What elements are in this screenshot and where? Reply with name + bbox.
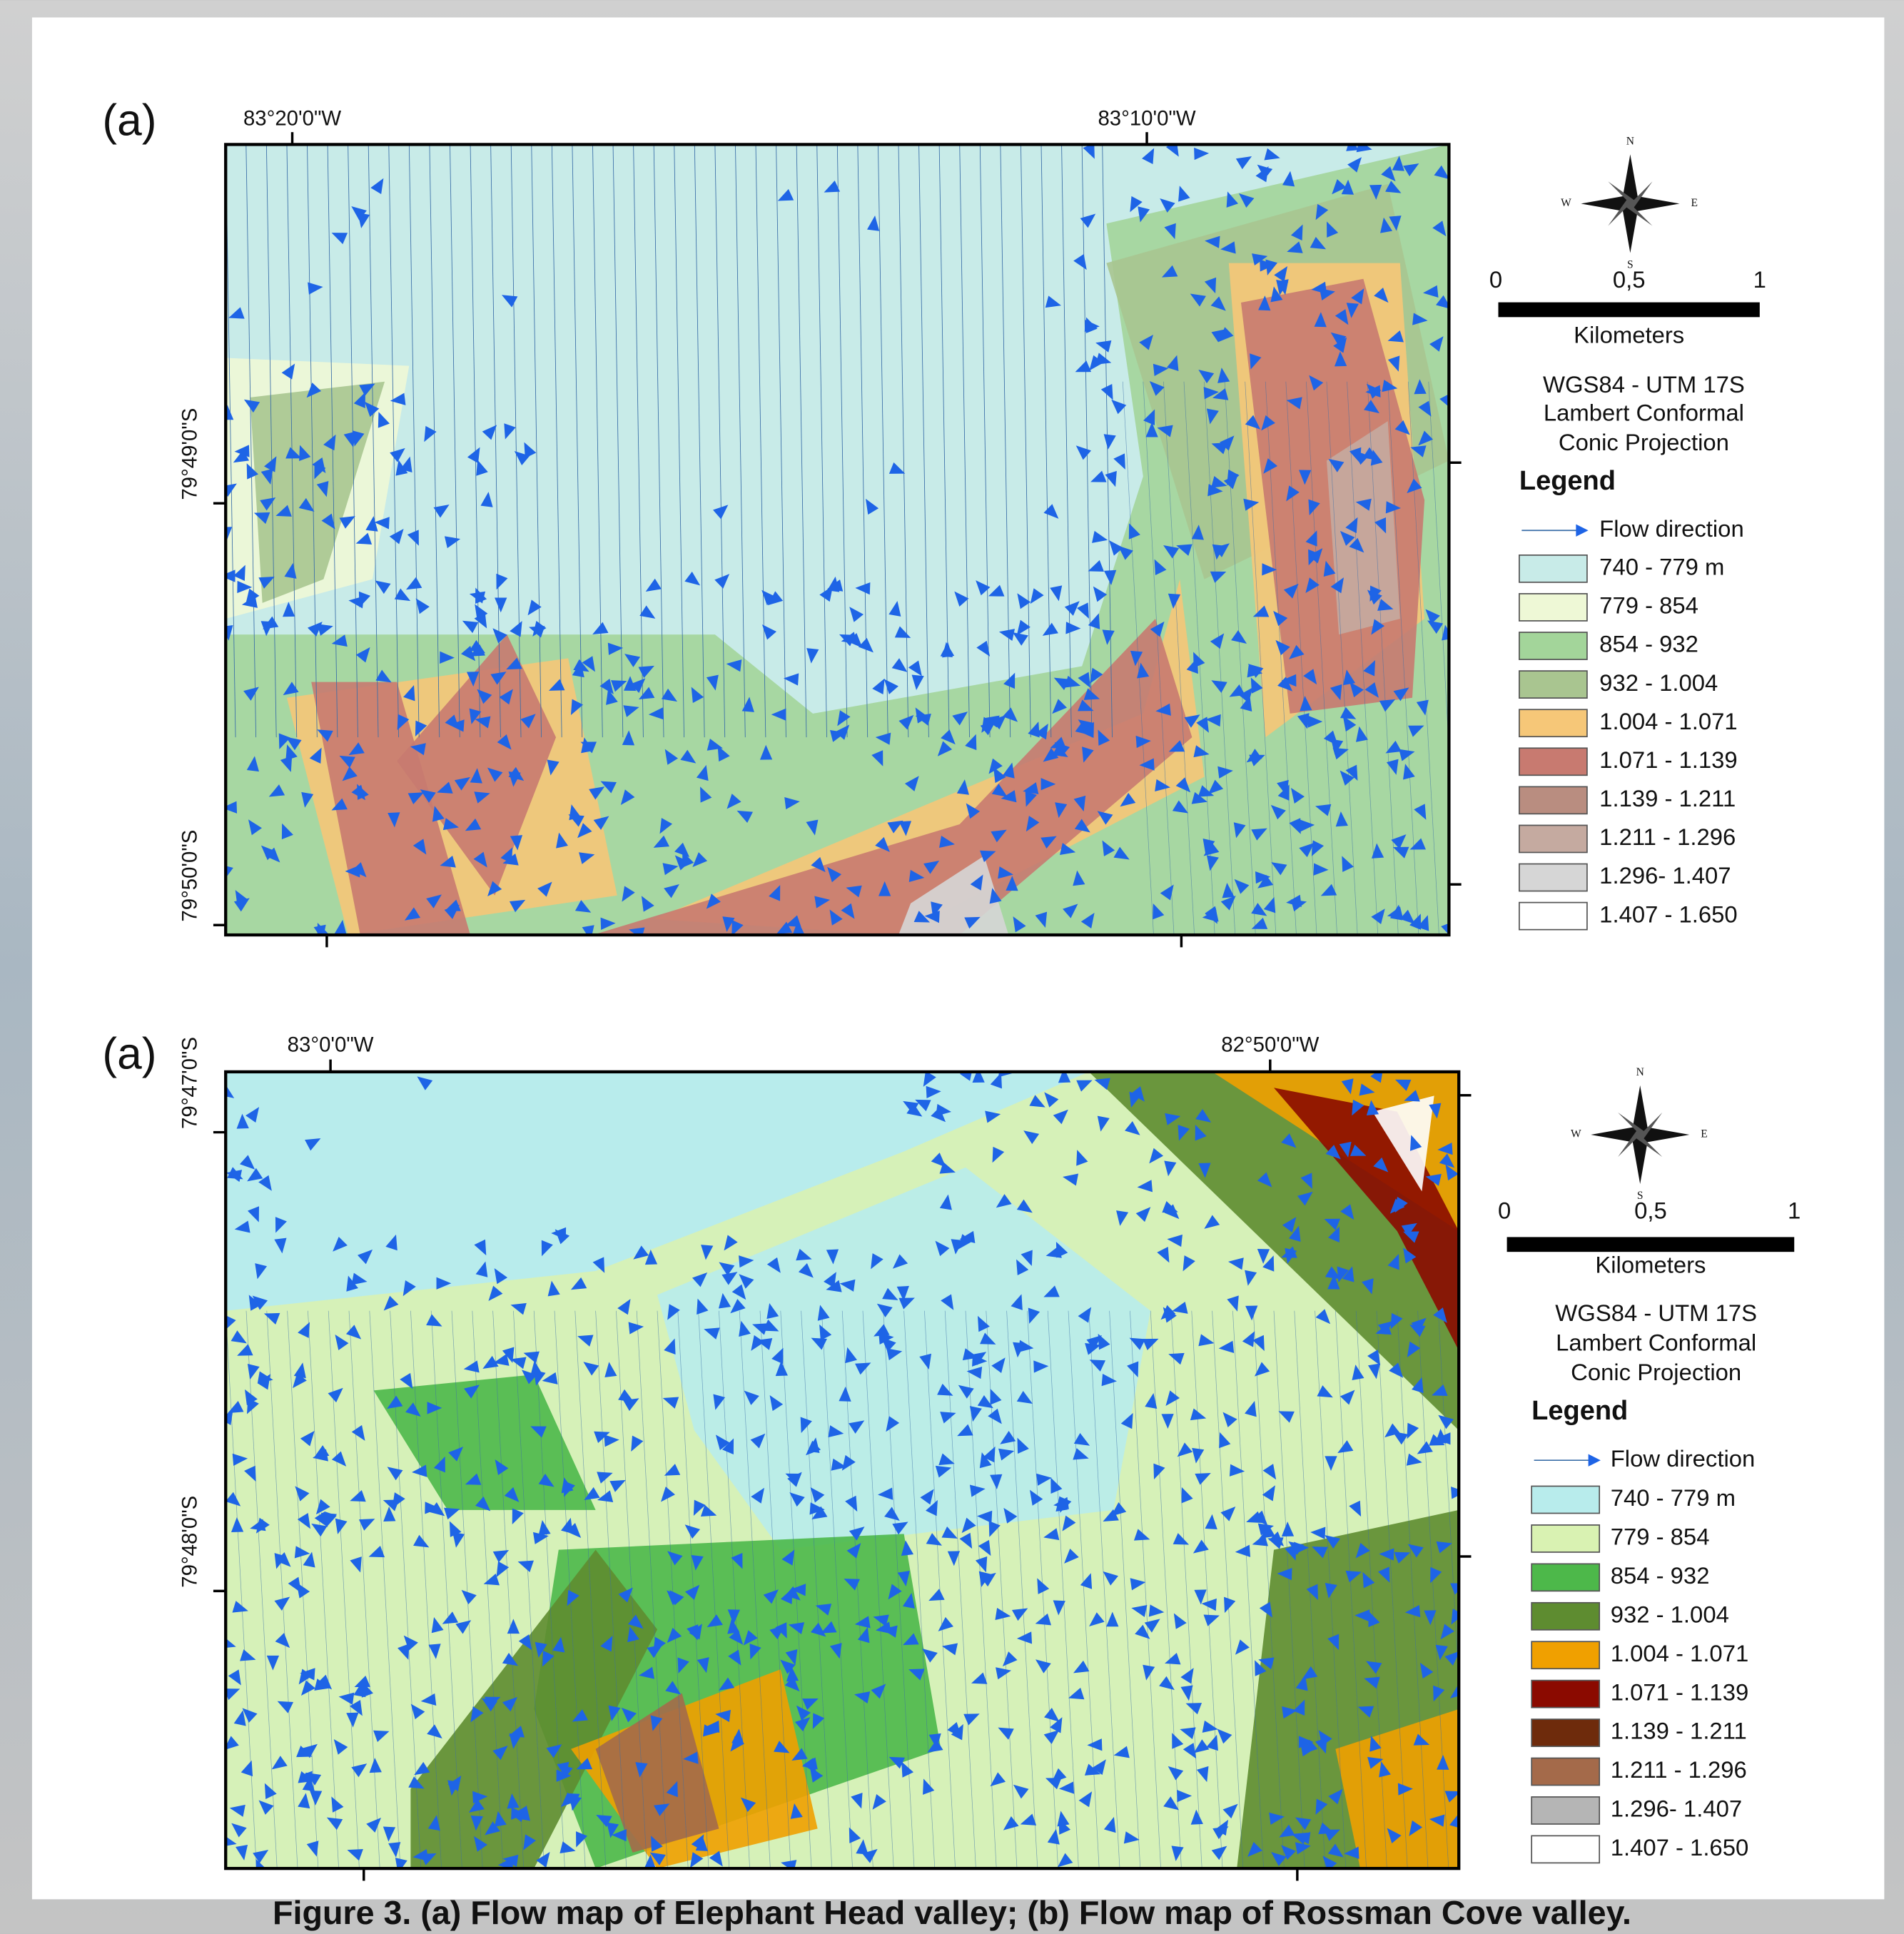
figure: (a) 83°20'0"W 83°10'0"W 79°49'0"S 79°50'0"S N…: [0, 0, 1904, 1934]
scale-unit: Kilometers: [1595, 1252, 1706, 1278]
scale-label: 0: [1498, 1198, 1511, 1224]
page: (a) 83°20'0"W 83°10'0"W 79°49'0"S 79°50'0"S N…: [0, 0, 1904, 1934]
longitude-label: 82°50'0"W: [1221, 1033, 1319, 1056]
legend-label: 1.004 - 1.071: [1611, 1640, 1748, 1666]
legend-swatch: [1519, 903, 1587, 930]
latitude-label: 79°50'0"S: [178, 830, 202, 922]
compass-letter: N: [1626, 136, 1634, 148]
legend-label: Flow direction: [1611, 1445, 1756, 1472]
scale-label: 0,5: [1634, 1198, 1667, 1224]
legend-label: 740 - 779 m: [1611, 1484, 1736, 1511]
compass-letter: N: [1636, 1066, 1644, 1078]
legend-label: Flow direction: [1599, 515, 1744, 542]
scale-label: 1: [1753, 266, 1766, 293]
legend-label: 1.211 - 1.296: [1611, 1756, 1747, 1783]
legend-swatch: [1531, 1603, 1599, 1630]
legend-label: 854 - 932: [1611, 1562, 1710, 1589]
legend-swatch: [1531, 1641, 1599, 1669]
legend-swatch: [1519, 825, 1587, 852]
legend-label: 740 - 779 m: [1599, 554, 1724, 580]
legend-swatch: [1531, 1681, 1599, 1708]
scale-label: 0: [1489, 266, 1502, 293]
legend-swatch: [1531, 1758, 1599, 1785]
longitude-label: 83°0'0"W: [288, 1033, 374, 1056]
legend-swatch: [1519, 864, 1587, 891]
projection-text: Conic Projection: [1559, 429, 1729, 455]
legend-swatch: [1531, 1719, 1599, 1746]
legend-label: 1.139 - 1.211: [1599, 785, 1736, 811]
compass-letter: E: [1701, 1128, 1708, 1140]
legend-label: 779 - 854: [1599, 592, 1698, 619]
compass-letter: W: [1561, 197, 1571, 209]
legend-swatch: [1519, 748, 1587, 775]
legend-label: 932 - 1.004: [1611, 1601, 1729, 1627]
latitude-label: 79°47'0"S: [178, 1037, 202, 1129]
legend-swatch: [1519, 671, 1587, 698]
legend-label: 1.211 - 1.296: [1599, 824, 1736, 850]
legend-label: 779 - 854: [1611, 1524, 1710, 1550]
legend-label: 1.296- 1.407: [1611, 1796, 1742, 1822]
latitude-label: 79°49'0"S: [178, 408, 202, 500]
legend-swatch: [1531, 1836, 1599, 1863]
projection-text: WGS84 - UTM 17S: [1543, 371, 1745, 398]
legend-swatch: [1531, 1564, 1599, 1591]
legend-swatch: [1519, 632, 1587, 659]
legend-label: 1.004 - 1.071: [1599, 708, 1737, 734]
scale-unit: Kilometers: [1574, 322, 1684, 348]
legend-label: 1.071 - 1.139: [1611, 1679, 1748, 1705]
legend-label: 1.071 - 1.139: [1599, 746, 1737, 773]
scale-bar: [1507, 1237, 1795, 1252]
compass-letter: E: [1691, 197, 1698, 209]
scale-label: 0,5: [1613, 266, 1646, 293]
projection-text: WGS84 - UTM 17S: [1555, 1300, 1757, 1326]
legend-label: 854 - 932: [1599, 631, 1698, 657]
legend-label: 1.407 - 1.650: [1611, 1834, 1748, 1860]
caption: Figure 3. (a) Flow map of Elephant Head …: [273, 1894, 1631, 1931]
map: [217, 1062, 1469, 1875]
longitude-label: 83°10'0"W: [1098, 107, 1195, 131]
legend-swatch: [1531, 1486, 1599, 1513]
legend-label: 1.139 - 1.211: [1611, 1718, 1747, 1744]
scale-bar: [1498, 303, 1759, 318]
legend-label: 1.296- 1.407: [1599, 862, 1731, 888]
latitude-label: 79°48'0"S: [178, 1496, 202, 1588]
scale-label: 1: [1788, 1198, 1801, 1224]
map: [218, 136, 1459, 942]
projection-text: Conic Projection: [1571, 1359, 1741, 1385]
legend-label: 1.407 - 1.650: [1599, 901, 1737, 927]
longitude-label: 83°20'0"W: [243, 107, 341, 131]
panel-label: (a): [102, 1030, 156, 1079]
legend-swatch: [1519, 555, 1587, 582]
projection-text: Lambert Conformal: [1556, 1329, 1756, 1355]
legend-swatch: [1519, 709, 1587, 736]
legend-title: Legend: [1531, 1396, 1628, 1426]
legend-label: 932 - 1.004: [1599, 669, 1718, 696]
legend-swatch: [1519, 786, 1587, 814]
compass-letter: W: [1571, 1128, 1581, 1140]
legend-swatch: [1531, 1797, 1599, 1824]
panel-label: (a): [102, 96, 156, 145]
projection-text: Lambert Conformal: [1544, 400, 1744, 426]
legend-title: Legend: [1519, 466, 1616, 496]
legend-swatch: [1531, 1525, 1599, 1552]
legend-swatch: [1519, 594, 1587, 621]
